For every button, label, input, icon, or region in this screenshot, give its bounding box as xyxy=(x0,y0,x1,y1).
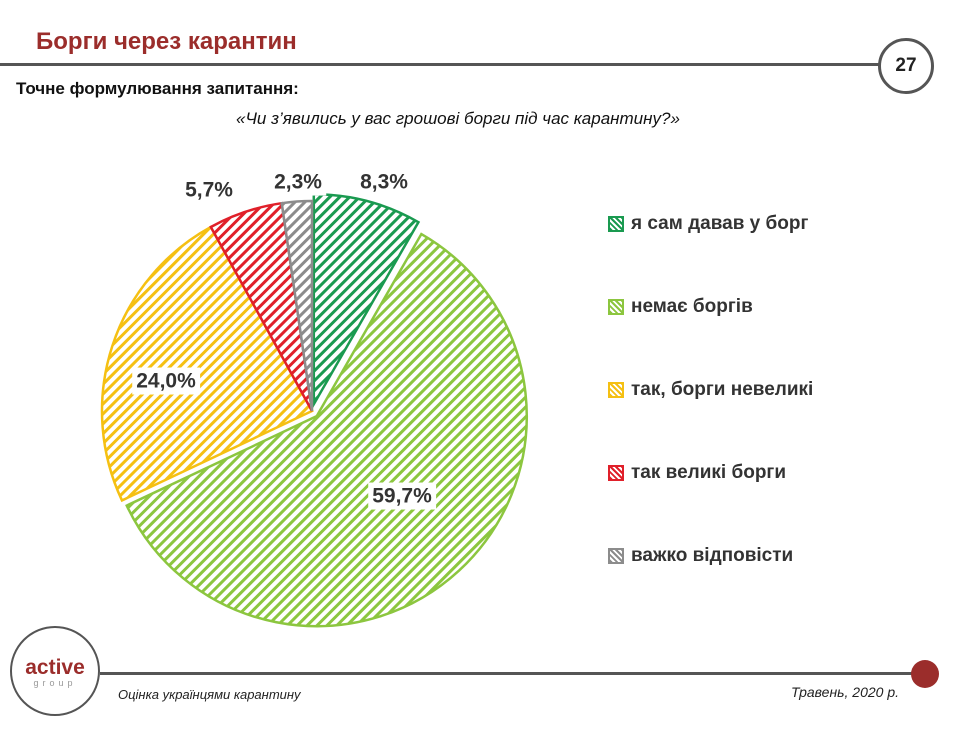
svg-text:2,3%: 2,3% xyxy=(274,171,322,194)
legend-item-4: так великі борги xyxy=(608,461,786,485)
legend-swatch xyxy=(608,216,624,232)
slice-label-3: 24,0% xyxy=(132,367,201,395)
logo-sub-text: group xyxy=(33,678,77,688)
svg-text:59,7%: 59,7% xyxy=(372,485,432,508)
footer-date: Травень, 2020 р. xyxy=(791,684,900,700)
logo-main-text: active xyxy=(25,656,85,679)
question-text: «Чи з’явились у вас грошові борги під ча… xyxy=(236,109,680,128)
legend-swatch xyxy=(608,548,624,564)
pie-slice-3 xyxy=(100,225,314,503)
question-label: Точне формулювання запитання: xyxy=(16,79,299,98)
legend-item-2: немає боргів xyxy=(608,295,753,319)
svg-text:24,0%: 24,0% xyxy=(136,370,196,393)
header-divider xyxy=(0,63,884,66)
slice-label-5: 2,3% xyxy=(270,168,327,196)
legend-label: так, борги невеликі xyxy=(631,379,814,400)
footer-dot xyxy=(911,660,939,688)
legend-label: важко відповісти xyxy=(631,545,794,566)
svg-text:5,7%: 5,7% xyxy=(185,179,233,202)
slice-label-1: 8,3% xyxy=(356,168,413,196)
legend-label: так великі борги xyxy=(631,462,787,483)
legend-item-1: я сам давав у борг xyxy=(608,212,808,236)
legend-swatch xyxy=(608,299,624,315)
legend-label: немає боргів xyxy=(631,296,753,317)
legend-swatch xyxy=(608,465,624,481)
page-title: Борги через карантин xyxy=(36,28,297,55)
legend-label: я сам давав у борг xyxy=(631,213,809,234)
legend-item-3: так, борги невеликі xyxy=(608,378,813,402)
pie-slice-5 xyxy=(280,199,314,412)
slice-label-4: 5,7% xyxy=(181,176,238,204)
footer-survey-name: Оцінка українцями карантину xyxy=(118,687,301,702)
pie-slice-2 xyxy=(125,232,528,628)
slice-label-2: 59,7% xyxy=(368,482,437,510)
footer-divider xyxy=(100,672,918,675)
legend-swatch xyxy=(608,382,624,398)
legend-item-5: важко відповісти xyxy=(608,544,793,568)
active-group-logo: active group xyxy=(10,626,100,716)
page-number: 27 xyxy=(878,38,934,94)
svg-text:8,3%: 8,3% xyxy=(360,171,408,194)
